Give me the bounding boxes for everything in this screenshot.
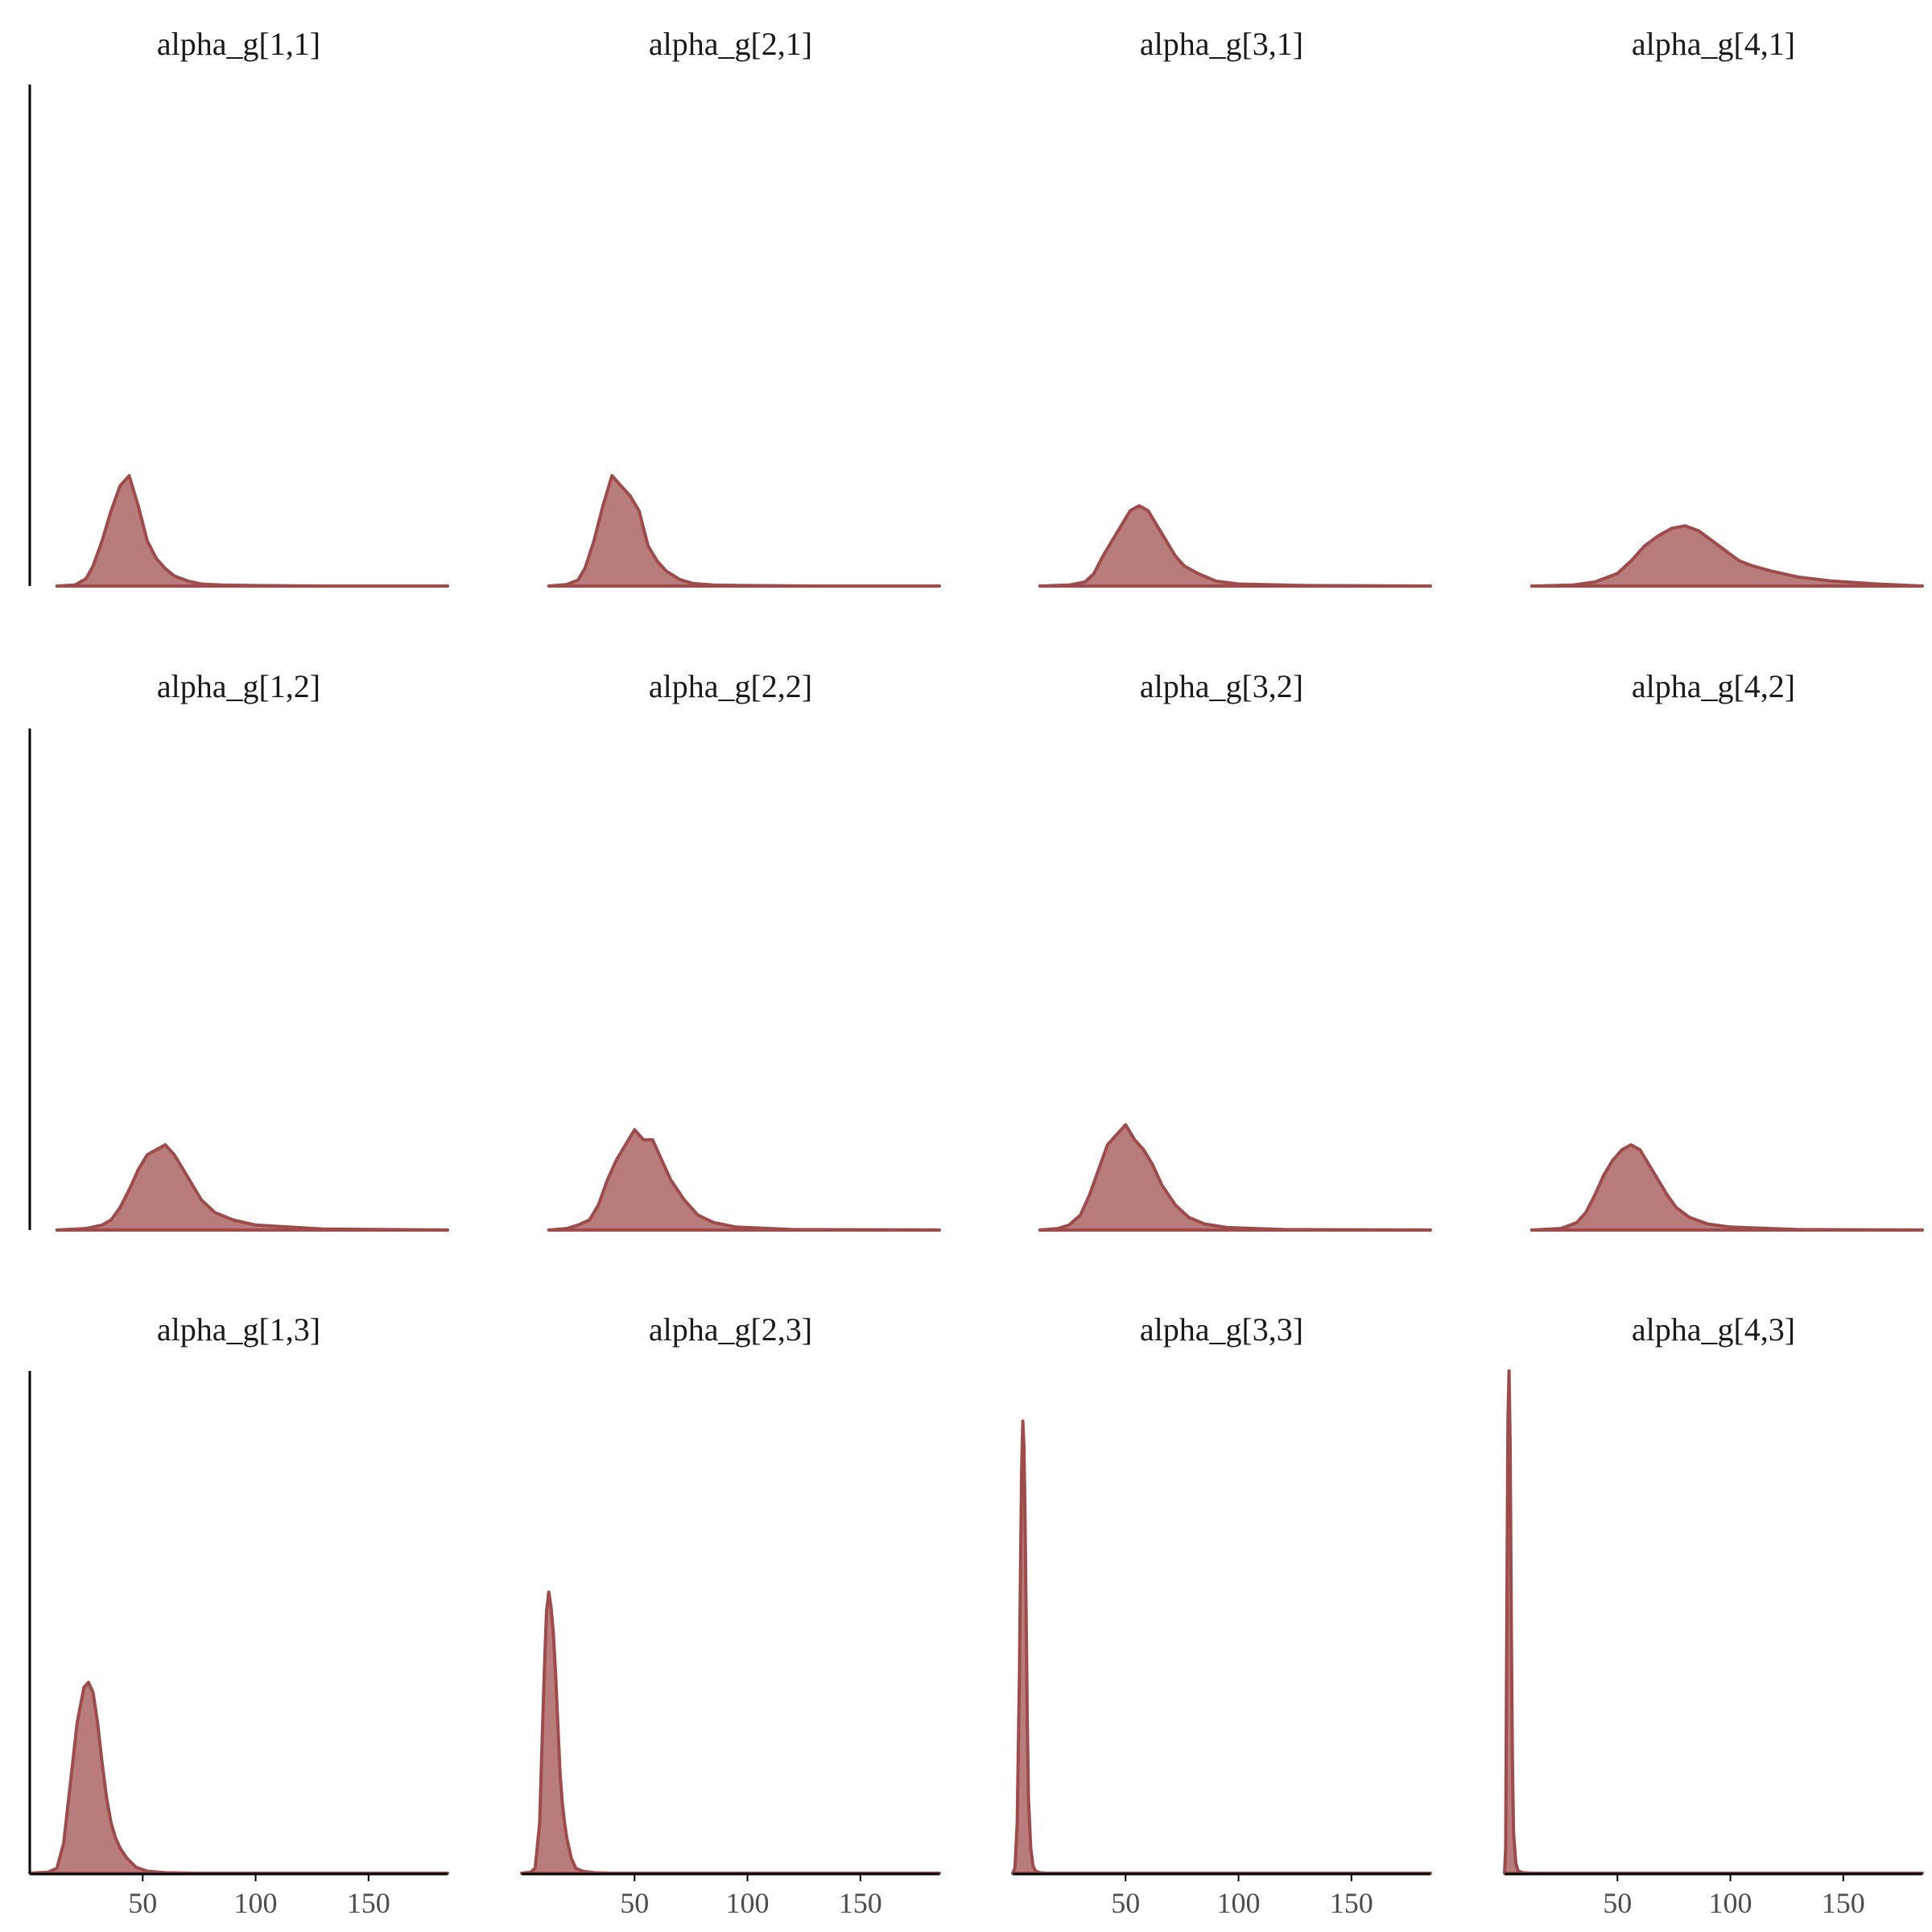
x-tick-label: 150 [347,1887,390,1919]
x-tick-label: 100 [1709,1887,1752,1919]
facet-title: alpha_g[2,3] [649,1311,812,1348]
x-tick-label: 150 [1330,1887,1373,1919]
density-curve [547,473,941,588]
facet-panel: alpha_g[2,1] [547,26,941,588]
facet-panel: alpha_g[2,3] 50 100 150 [520,1311,941,1919]
facet-title: alpha_g[4,1] [1632,26,1795,62]
x-tick-label: 150 [839,1887,882,1919]
facet-panel: alpha_g[1,3] 50 100 150 [28,1311,449,1919]
x-tick-label: 50 [1603,1887,1632,1919]
density-curve [55,473,449,588]
x-tick-label: 50 [620,1887,649,1919]
facet-title: alpha_g[1,3] [157,1311,320,1348]
facet-panel: alpha_g[4,1] [1530,26,1924,588]
x-tick-label: 150 [1822,1887,1865,1919]
facet-title: alpha_g[3,2] [1140,668,1303,704]
x-tick-label: 100 [726,1887,770,1919]
density-curve [55,1143,449,1232]
density-curve [1038,504,1432,588]
density-curve [547,1128,941,1232]
x-tick-label: 100 [1217,1887,1261,1919]
facet-title: alpha_g[1,2] [157,668,320,704]
facet-title: alpha_g[4,3] [1632,1311,1795,1348]
x-tick-label: 100 [234,1887,278,1919]
density-curve [520,1590,941,1875]
facet-title: alpha_g[3,1] [1140,26,1303,62]
facet-title: alpha_g[2,1] [649,26,812,62]
facet-panel: alpha_g[3,1] [1038,26,1432,588]
facet-panel: alpha_g[1,2] [28,668,449,1232]
x-tick-label: 50 [128,1887,157,1919]
facet-title: alpha_g[3,3] [1140,1311,1303,1348]
facet-panel: alpha_g[3,2] [1038,668,1432,1232]
density-curve [1530,1143,1924,1232]
facet-panel: alpha_g[4,3] 50 100 150 [1503,1311,1924,1919]
facet-title: alpha_g[2,2] [649,668,812,704]
facet-title: alpha_g[4,2] [1632,668,1795,704]
density-curve [1011,1419,1432,1875]
facet-panel: alpha_g[1,1] [28,26,449,588]
facet-panel: alpha_g[2,2] [547,668,941,1232]
density-curve [1503,1369,1924,1875]
density-curve [28,1680,449,1875]
facet-title: alpha_g[1,1] [157,26,320,62]
density-curve [1530,524,1924,588]
facet-panel: alpha_g[3,3] 50 100 150 [1011,1311,1432,1919]
facet-panel: alpha_g[4,2] [1530,668,1924,1232]
density-curve [1038,1123,1432,1232]
x-tick-label: 50 [1111,1887,1140,1919]
